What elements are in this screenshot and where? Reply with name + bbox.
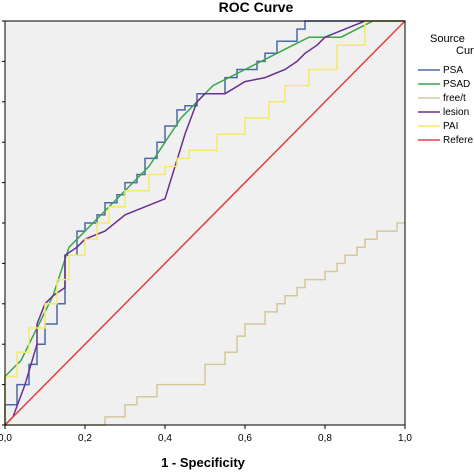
- series-line-pai: [4, 20, 405, 425]
- x-tick-label: 1,0: [398, 433, 412, 444]
- x-tick-label: 0,6: [238, 433, 252, 444]
- legend-label: free/t: [443, 93, 466, 104]
- legend-title: Source: [430, 33, 465, 45]
- legend-label: PSAD: [443, 79, 470, 90]
- legend-label: lesion: [443, 107, 469, 118]
- series-layer: [4, 20, 406, 426]
- series-line-free-t: [5, 222, 405, 426]
- x-tick-label: 0,2: [78, 433, 92, 444]
- x-axis: 0,0 0,2 0,4 0,6 0,8 1,0: [0, 20, 412, 444]
- series-line-psad: [4, 20, 405, 425]
- legend-label: PSA: [443, 65, 463, 76]
- x-tick-label: 0,4: [158, 433, 172, 444]
- legend-label: Refere: [443, 135, 473, 146]
- legend-label: PAI: [443, 121, 458, 132]
- legend-title: Curv: [456, 45, 474, 57]
- x-tick-label: 0,0: [0, 433, 12, 444]
- x-axis-label: 1 - Specificity: [161, 455, 246, 470]
- series-line-refere: [4, 20, 406, 426]
- legend: SourceCurv PSA PSAD free/t lesion PAI Refere: [418, 33, 474, 146]
- x-tick-label: 0,8: [318, 433, 332, 444]
- chart-title: ROC Curve: [219, 0, 294, 15]
